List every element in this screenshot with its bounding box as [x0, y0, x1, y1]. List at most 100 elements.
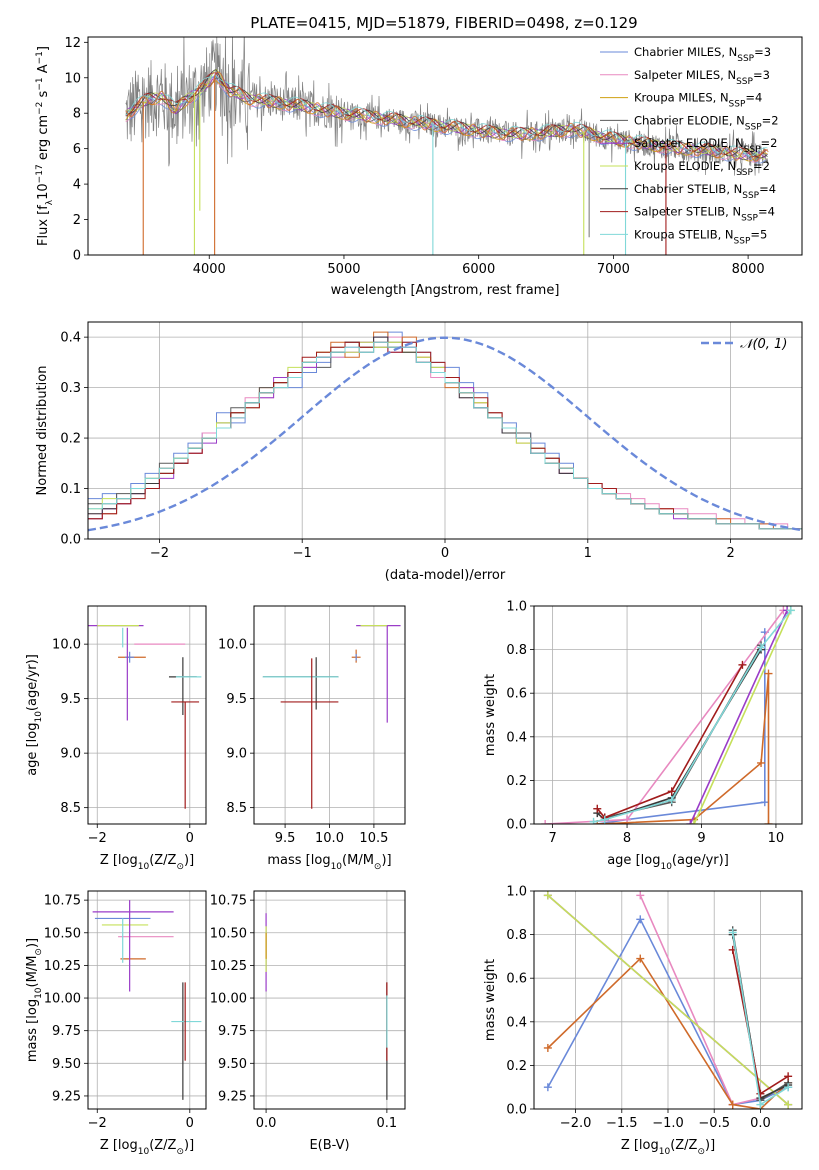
- legend: 𝒩(0, 1): [701, 337, 787, 352]
- weight-series-line: [597, 632, 766, 824]
- plot-area-weight-vs-z: [543, 891, 793, 1109]
- panel-mass-vs-ebv: 0.0 0.1 9.25 9.50 9.75 10.00 10.25 10.50 10.75 E(…: [210, 890, 406, 1153]
- x-tick-label: 7000: [597, 262, 630, 277]
- x-tick-label: 10.0: [315, 831, 344, 846]
- y-tick-label: 9.5: [60, 692, 81, 707]
- y-tick-label: 9.75: [52, 1024, 81, 1039]
- y-tick-label: 10.0: [52, 638, 81, 653]
- x-tick-label: 0.0: [750, 1116, 771, 1131]
- weight-series-line: [689, 610, 788, 824]
- x-tick-label: 10: [768, 831, 785, 846]
- x-tick-label: 0.1: [377, 1116, 398, 1131]
- axes-frame: [533, 890, 803, 1110]
- y-tick-label: 0.2: [60, 432, 81, 447]
- model-spectrum-line: [125, 69, 768, 159]
- y-tick-label: 0: [73, 249, 81, 264]
- y-tick-label: 0.6: [506, 687, 527, 702]
- x-axis-label: Z [log10(Z/Z⊙)]: [100, 1138, 194, 1157]
- legend-label: Chabrier STELIB, NSSP=4: [634, 182, 776, 201]
- panel-age-vs-mass: 9.5 10.0 10.5 8.5 9.0 9.5 10.0 mass [log10(M/M⊙…: [218, 605, 406, 872]
- x-axis-label: wavelength [Angstrom, rest frame]: [331, 283, 560, 298]
- histogram-series: [88, 341, 802, 539]
- x-tick-label: 8: [623, 831, 631, 846]
- axes-frame: [87, 321, 803, 540]
- x-tick-label: 7: [548, 831, 556, 846]
- plot-area-mass-vs-z: [92, 900, 202, 1100]
- x-tick-label: 0.0: [256, 1116, 277, 1131]
- panel-weight-vs-z: −2.0 −1.5 −1.0 −0.5 0.0 0.0 0.2 0.4 0.6 0.8 1.0 Z […: [483, 885, 803, 1157]
- x-axis-label: (data-model)/error: [385, 568, 506, 583]
- x-tick-label: 1: [584, 546, 592, 561]
- model-spectrum-line: [125, 75, 768, 164]
- y-tick-label: 0.4: [60, 331, 81, 346]
- model-spectrum-line: [125, 77, 768, 161]
- y-tick-label: 8.5: [60, 801, 81, 816]
- model-spectrum-line: [125, 72, 768, 158]
- legend-label: Salpeter ELODIE, NSSP=2: [634, 136, 777, 155]
- x-tick-label: 4000: [193, 262, 226, 277]
- x-axis-label: Z [log10(Z/Z⊙)]: [100, 853, 194, 872]
- y-tick-label: 1.0: [506, 600, 527, 615]
- y-tick-label: 0.0: [506, 1103, 527, 1118]
- y-tick-label: 0.2: [506, 1059, 527, 1074]
- plot-area-spectrum: [125, 37, 769, 255]
- y-tick-label: 9.50: [218, 1057, 247, 1072]
- legend-label: 𝒩(0, 1): [740, 337, 787, 352]
- y-tick-label: 10.25: [210, 959, 247, 974]
- weight-series-line: [693, 610, 792, 824]
- x-tick-label: −0.5: [698, 1116, 730, 1131]
- y-tick-label: 9.0: [226, 747, 247, 762]
- model-spectrum-line: [125, 72, 768, 160]
- y-axis-label: age [log10(age/yr)]: [25, 654, 44, 776]
- y-tick-label: 0.3: [60, 381, 81, 396]
- panel-spectrum: 4000 5000 6000 7000 8000 0 2 4 6 8 10 12 Chabrier MI…: [35, 36, 803, 298]
- x-axis-label: age [log10(age/yr)]: [607, 853, 729, 872]
- y-tick-label: 10.75: [210, 894, 247, 909]
- model-spectrum-line: [125, 80, 768, 162]
- x-tick-label: 9: [697, 831, 705, 846]
- legend-label: Kroupa ELODIE, NSSP=2: [634, 159, 770, 178]
- y-tick-label: 10: [64, 71, 81, 86]
- y-tick-label: 12: [64, 36, 81, 51]
- x-tick-label: −2: [150, 546, 169, 561]
- plot-area-age-vs-mass: [262, 625, 401, 809]
- y-tick-label: 4: [73, 178, 81, 193]
- weight-series-line: [545, 609, 785, 824]
- weight-series-line: [547, 894, 789, 1106]
- y-tick-label: 0.0: [506, 818, 527, 833]
- legend-label: Chabrier ELODIE, NSSP=2: [634, 113, 779, 132]
- y-tick-label: 10.00: [44, 992, 81, 1007]
- y-tick-label: 9.0: [60, 747, 81, 762]
- y-tick-label: 10.50: [44, 926, 81, 941]
- plot-area-mass-vs-ebv: [265, 913, 388, 1100]
- y-tick-label: 0.1: [60, 482, 81, 497]
- plot-area-weight-vs-age: [541, 606, 795, 824]
- x-tick-label: −1: [293, 546, 312, 561]
- x-tick-label: 6000: [462, 262, 495, 277]
- y-tick-label: 10.0: [218, 638, 247, 653]
- y-tick-label: 9.25: [52, 1089, 81, 1104]
- axes-frame: [253, 890, 406, 1110]
- y-tick-label: 2: [73, 213, 81, 228]
- model-spectrum-line: [125, 74, 768, 157]
- axes-frame: [87, 605, 207, 825]
- model-spectrum-line: [125, 71, 769, 162]
- y-tick-label: 9.50: [52, 1057, 81, 1072]
- y-tick-label: 0.4: [506, 1015, 527, 1030]
- panel-residuals: −2 −1 0 1 2 0.0 0.1 0.2 0.3 0.4 𝒩(0, 1) (data-model…: [35, 321, 803, 583]
- y-axis-label: Normed distribution: [35, 366, 50, 496]
- y-tick-label: 0.4: [506, 730, 527, 745]
- x-tick-label: 10.5: [359, 831, 388, 846]
- y-axis-label: mass weight: [483, 959, 498, 1041]
- legend-label: Kroupa STELIB, NSSP=5: [634, 227, 767, 246]
- y-tick-label: 6: [73, 142, 81, 157]
- y-tick-label: 8.5: [226, 801, 247, 816]
- y-tick-label: 10.50: [210, 926, 247, 941]
- y-tick-label: 10.25: [44, 959, 81, 974]
- weight-series-line: [596, 664, 744, 819]
- panel-age-vs-z: −2 0 8.5 9.0 9.5 10.0 Z [log10(Z/Z⊙)] age [log1…: [25, 605, 207, 872]
- y-tick-label: 10.75: [44, 894, 81, 909]
- y-tick-label: 0.8: [506, 643, 527, 658]
